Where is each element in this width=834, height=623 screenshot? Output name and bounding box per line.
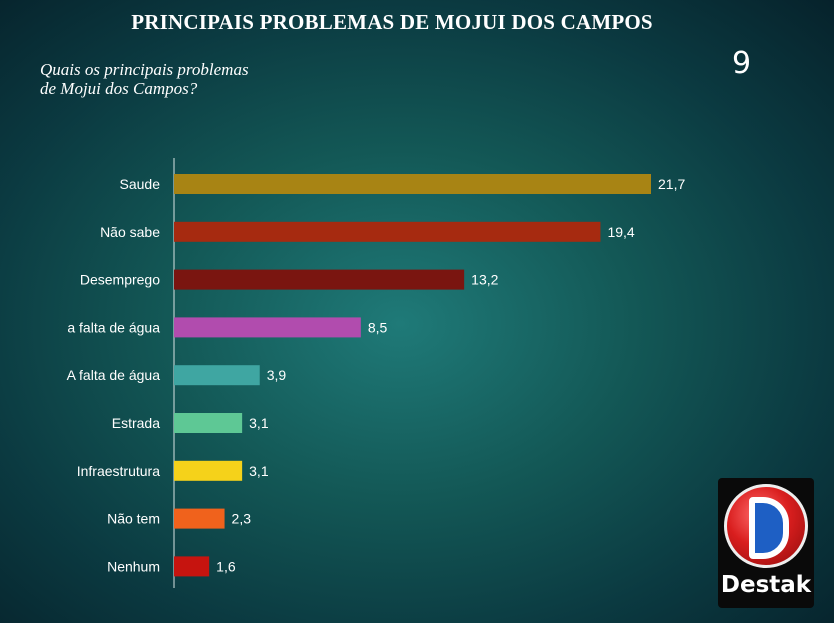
value-label: 2,3 xyxy=(232,511,252,527)
category-label: Não sabe xyxy=(100,224,160,240)
value-label: 1,6 xyxy=(216,558,236,574)
category-label: a falta de água xyxy=(67,319,160,335)
category-label: Nenhum xyxy=(107,558,160,574)
logo-d-mark-icon xyxy=(749,497,789,559)
bar xyxy=(174,460,243,481)
logo-emblem-icon xyxy=(724,484,808,568)
category-label: Não tem xyxy=(107,511,160,527)
category-label: A falta de água xyxy=(67,367,161,383)
page-number: 9 xyxy=(732,46,752,81)
bar xyxy=(174,508,225,529)
bar xyxy=(174,174,651,194)
category-label: Estrada xyxy=(112,415,160,431)
bar xyxy=(174,365,260,386)
value-label: 3,1 xyxy=(249,463,269,479)
logo-text: Destak xyxy=(720,572,812,598)
bar xyxy=(174,221,601,242)
category-label: Desemprego xyxy=(80,272,160,288)
survey-question: Quais os principais problemas de Mojui d… xyxy=(40,60,249,98)
value-label: 8,5 xyxy=(368,319,388,335)
value-label: 21,7 xyxy=(658,176,685,192)
chart-title: PRINCIPAIS PROBLEMAS DE MOJUI DOS CAMPOS xyxy=(131,10,653,34)
value-label: 13,2 xyxy=(471,272,498,288)
category-label: Infraestrutura xyxy=(77,463,160,479)
value-label: 19,4 xyxy=(607,224,634,240)
destak-logo: Destak xyxy=(718,478,814,608)
bar xyxy=(174,269,465,290)
category-label: Saude xyxy=(120,176,161,192)
bar xyxy=(174,556,210,577)
value-label: 3,1 xyxy=(249,415,269,431)
value-label: 3,9 xyxy=(267,367,287,383)
bar xyxy=(174,413,243,433)
bar xyxy=(174,317,361,338)
